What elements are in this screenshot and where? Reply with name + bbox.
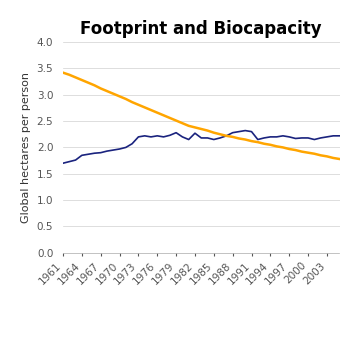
Footprint: [243, 128, 247, 133]
Biocapacity: [300, 150, 304, 154]
Biocapacity: [142, 105, 147, 110]
Footprint: [325, 135, 329, 139]
Footprint: [268, 135, 272, 139]
Y-axis label: Global hectares per person: Global hectares per person: [21, 72, 31, 223]
Biocapacity: [174, 119, 178, 123]
Footprint: [105, 149, 109, 153]
Biocapacity: [92, 83, 97, 87]
Footprint: [274, 135, 279, 139]
Footprint: [250, 130, 254, 134]
Footprint: [237, 130, 241, 134]
Footprint: [218, 136, 222, 140]
Biocapacity: [287, 147, 291, 151]
Biocapacity: [262, 142, 266, 146]
Biocapacity: [243, 137, 247, 141]
Biocapacity: [118, 94, 122, 98]
Biocapacity: [237, 136, 241, 140]
Biocapacity: [80, 78, 84, 82]
Footprint: [80, 153, 84, 157]
Footprint: [306, 136, 310, 140]
Footprint: [61, 161, 65, 165]
Footprint: [92, 151, 97, 155]
Biocapacity: [199, 127, 203, 131]
Footprint: [180, 135, 184, 139]
Biocapacity: [149, 108, 153, 112]
Biocapacity: [161, 113, 166, 117]
Biocapacity: [74, 75, 78, 80]
Biocapacity: [168, 116, 172, 120]
Biocapacity: [99, 86, 103, 91]
Biocapacity: [274, 144, 279, 148]
Footprint: [318, 136, 323, 140]
Footprint: [161, 135, 166, 139]
Footprint: [174, 131, 178, 135]
Biocapacity: [231, 135, 235, 139]
Footprint: [74, 158, 78, 162]
Footprint: [142, 134, 147, 138]
Footprint: [262, 136, 266, 140]
Biocapacity: [124, 97, 128, 101]
Footprint: [256, 137, 260, 141]
Title: Footprint and Biocapacity: Footprint and Biocapacity: [80, 20, 322, 38]
Footprint: [287, 135, 291, 139]
Footprint: [312, 137, 316, 141]
Footprint: [124, 145, 128, 150]
Footprint: [337, 134, 342, 138]
Biocapacity: [331, 156, 335, 160]
Biocapacity: [67, 73, 71, 77]
Biocapacity: [155, 111, 159, 115]
Biocapacity: [180, 121, 184, 125]
Footprint: [224, 134, 229, 138]
Biocapacity: [86, 81, 90, 85]
Footprint: [67, 159, 71, 164]
Biocapacity: [130, 100, 134, 104]
Footprint: [187, 137, 191, 141]
Biocapacity: [312, 152, 316, 156]
Footprint: [168, 133, 172, 137]
Biocapacity: [256, 140, 260, 144]
Footprint: [149, 135, 153, 139]
Footprint: [136, 135, 140, 139]
Biocapacity: [105, 89, 109, 93]
Biocapacity: [306, 151, 310, 155]
Biocapacity: [250, 139, 254, 143]
Footprint: [118, 147, 122, 151]
Biocapacity: [61, 71, 65, 75]
Footprint: [231, 131, 235, 135]
Footprint: [193, 131, 197, 135]
Footprint: [293, 136, 298, 140]
Biocapacity: [281, 145, 285, 150]
Biocapacity: [224, 134, 229, 138]
Footprint: [130, 142, 134, 146]
Footprint: [281, 134, 285, 138]
Footprint: [212, 137, 216, 141]
Biocapacity: [337, 157, 342, 161]
Footprint: [111, 148, 116, 152]
Footprint: [300, 136, 304, 140]
Footprint: [86, 152, 90, 157]
Footprint: [205, 136, 210, 140]
Biocapacity: [212, 131, 216, 135]
Biocapacity: [318, 153, 323, 157]
Biocapacity: [268, 143, 272, 147]
Biocapacity: [187, 124, 191, 128]
Footprint: [155, 134, 159, 138]
Biocapacity: [193, 125, 197, 130]
Footprint: [331, 134, 335, 138]
Footprint: [99, 151, 103, 155]
Footprint: [199, 136, 203, 140]
Line: Biocapacity: Biocapacity: [63, 73, 340, 159]
Biocapacity: [325, 154, 329, 159]
Line: Footprint: Footprint: [63, 131, 340, 163]
Biocapacity: [218, 132, 222, 136]
Biocapacity: [136, 102, 140, 107]
Biocapacity: [293, 148, 298, 152]
Biocapacity: [205, 128, 210, 133]
Biocapacity: [111, 92, 116, 96]
